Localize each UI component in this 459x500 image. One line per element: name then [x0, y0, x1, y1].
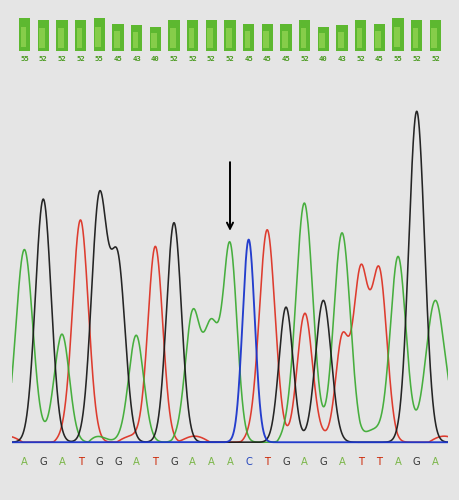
Bar	[94, 18, 105, 50]
Text: T: T	[375, 458, 381, 468]
Text: A: A	[189, 458, 196, 468]
Text: G: G	[319, 458, 326, 468]
Text: G: G	[114, 458, 122, 468]
Text: T: T	[152, 458, 158, 468]
Text: 52: 52	[356, 56, 364, 62]
Bar	[336, 26, 347, 50]
Bar	[431, 28, 436, 48]
Bar	[224, 20, 235, 50]
Bar	[410, 20, 421, 50]
Text: G: G	[281, 458, 289, 468]
Bar	[95, 26, 101, 48]
Bar	[354, 20, 365, 50]
Text: A: A	[207, 458, 214, 468]
Bar	[263, 31, 269, 48]
Text: T: T	[264, 458, 270, 468]
Bar	[356, 28, 362, 48]
Bar	[19, 18, 30, 50]
Bar	[151, 33, 157, 48]
Text: 52: 52	[225, 56, 234, 62]
Text: A: A	[21, 458, 28, 468]
Text: 52: 52	[207, 56, 215, 62]
Bar	[58, 28, 63, 48]
Bar	[188, 28, 194, 48]
Text: 43: 43	[337, 56, 346, 62]
Bar	[149, 27, 161, 50]
Bar	[429, 20, 440, 50]
Text: A: A	[226, 458, 233, 468]
Bar	[337, 32, 343, 48]
Bar	[298, 20, 310, 50]
Text: 55: 55	[393, 56, 402, 62]
Text: 45: 45	[374, 56, 383, 62]
Bar	[207, 28, 213, 48]
Bar	[21, 26, 26, 48]
Text: G: G	[95, 458, 103, 468]
Text: 55: 55	[20, 56, 29, 62]
Text: G: G	[39, 458, 47, 468]
Bar	[412, 28, 418, 48]
Text: 45: 45	[244, 56, 252, 62]
Text: A: A	[133, 458, 140, 468]
Bar	[375, 31, 380, 48]
Text: 52: 52	[57, 56, 66, 62]
Bar	[393, 26, 399, 48]
Bar	[280, 24, 291, 50]
Text: 40: 40	[151, 56, 159, 62]
Bar	[242, 24, 254, 50]
Bar	[38, 20, 49, 50]
Bar	[186, 20, 198, 50]
Bar	[56, 20, 67, 50]
Text: G: G	[170, 458, 178, 468]
Bar	[77, 28, 82, 48]
Text: 55: 55	[95, 56, 103, 62]
Text: 52: 52	[411, 56, 420, 62]
Text: A: A	[431, 458, 438, 468]
Text: 40: 40	[318, 56, 327, 62]
Text: 52: 52	[169, 56, 178, 62]
Bar	[112, 24, 123, 50]
Text: 43: 43	[132, 56, 141, 62]
Bar	[300, 28, 306, 48]
Text: A: A	[58, 458, 65, 468]
Bar	[392, 18, 403, 50]
Text: 52: 52	[76, 56, 85, 62]
Text: 52: 52	[188, 56, 196, 62]
Bar	[168, 20, 179, 50]
Bar	[39, 28, 45, 48]
Text: 45: 45	[263, 56, 271, 62]
Bar	[114, 31, 119, 48]
Text: 45: 45	[113, 56, 122, 62]
Text: 52: 52	[39, 56, 48, 62]
Text: A: A	[301, 458, 308, 468]
Bar	[131, 26, 142, 50]
Bar	[281, 31, 287, 48]
Bar	[373, 24, 384, 50]
Text: 45: 45	[281, 56, 290, 62]
Text: T: T	[357, 458, 363, 468]
Bar	[75, 20, 86, 50]
Text: C: C	[245, 458, 252, 468]
Text: 52: 52	[300, 56, 308, 62]
Text: T: T	[78, 458, 84, 468]
Text: 52: 52	[430, 56, 439, 62]
Bar	[319, 33, 325, 48]
Bar	[205, 20, 217, 50]
Bar	[170, 28, 175, 48]
Bar	[132, 32, 138, 48]
Text: A: A	[394, 458, 401, 468]
Bar	[225, 28, 231, 48]
Bar	[244, 31, 250, 48]
Bar	[317, 27, 328, 50]
Text: G: G	[412, 458, 420, 468]
Bar	[261, 24, 273, 50]
Text: A: A	[338, 458, 345, 468]
